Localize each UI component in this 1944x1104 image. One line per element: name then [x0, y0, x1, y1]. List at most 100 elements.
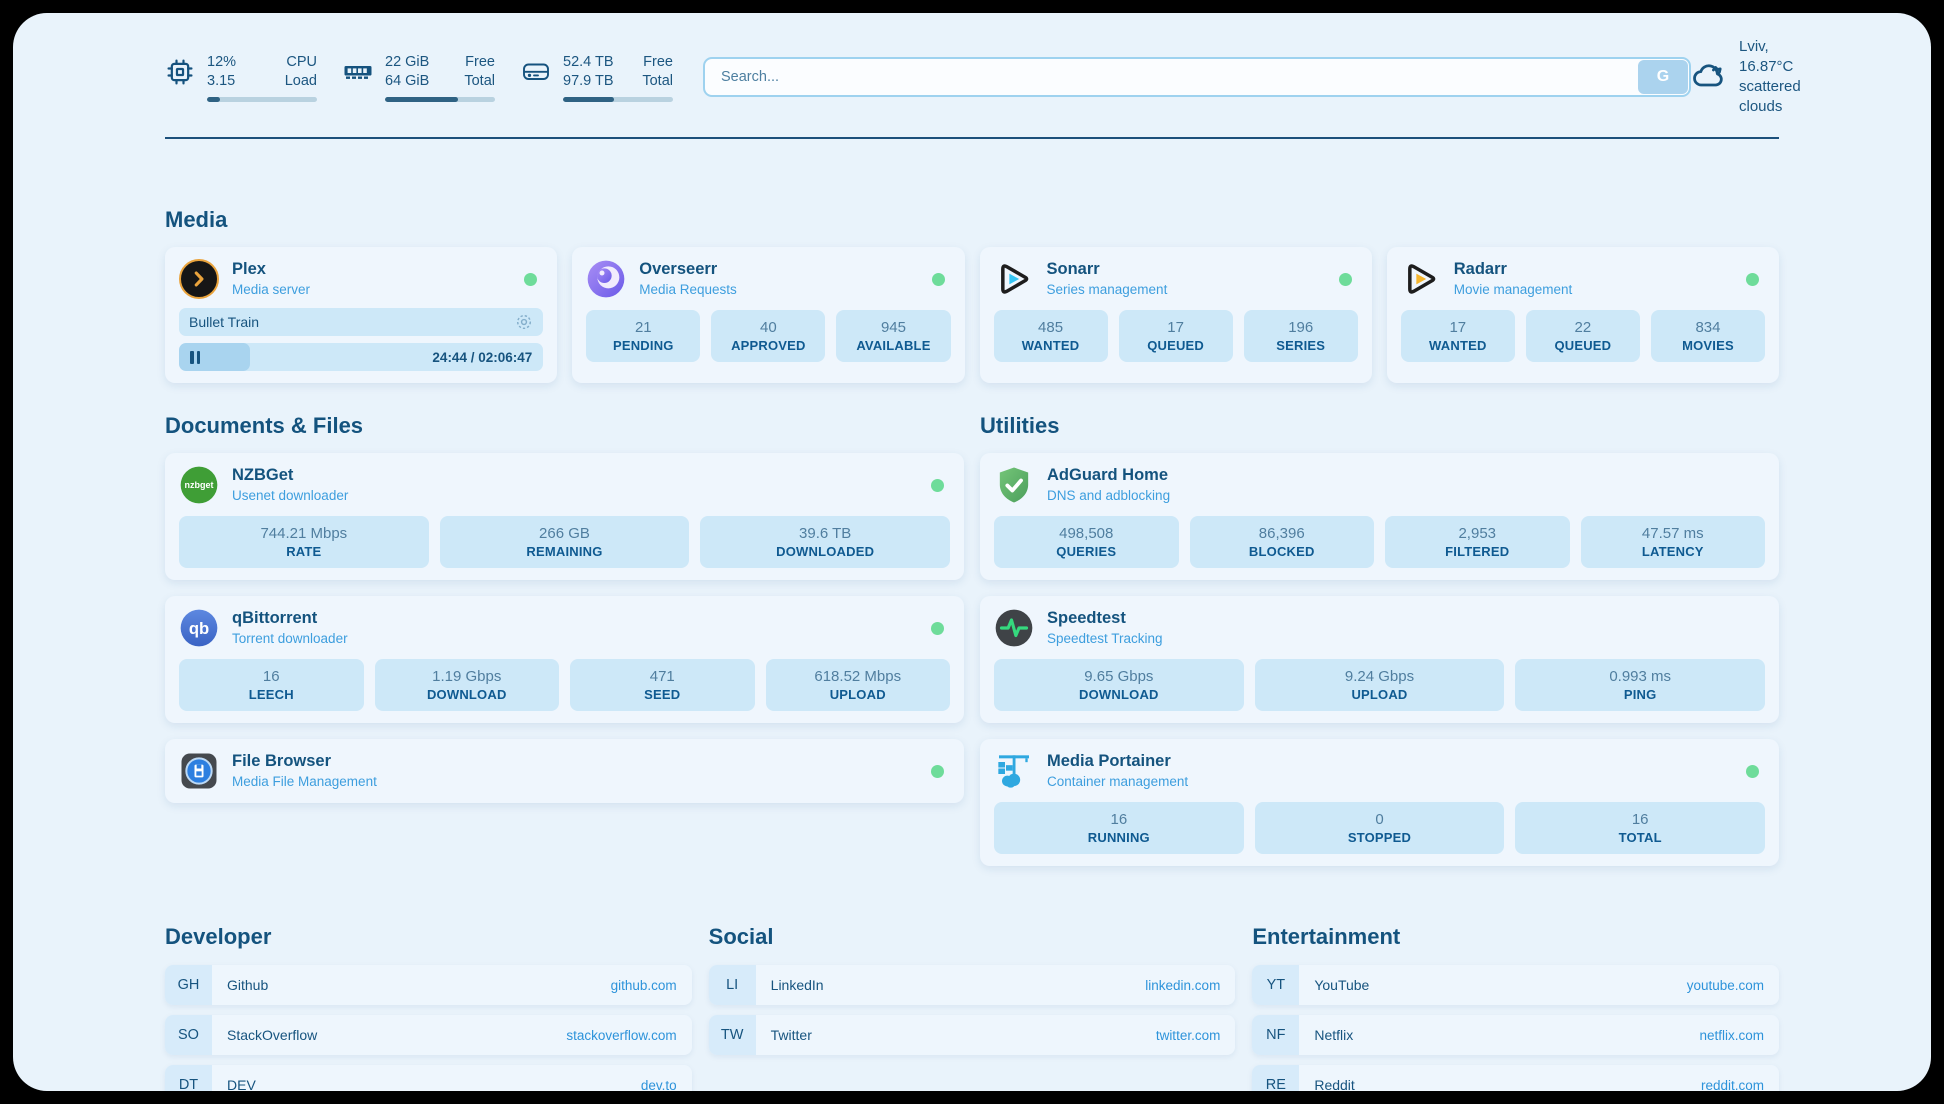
stat-tile: 21 PENDING [586, 310, 701, 362]
stat-tile: 1.19 Gbps DOWNLOAD [374, 659, 559, 711]
portainer-crane-icon [994, 751, 1034, 791]
now-playing-row: Bullet Train [179, 308, 544, 336]
app-subtitle: Series management [1046, 281, 1168, 297]
section-title-utilities: Utilities [980, 413, 1060, 438]
nzbget-card[interactable]: nzbget NZBGet Usenet downloader 74 [165, 453, 964, 580]
cpu-labels: CPU Load [284, 53, 317, 89]
sonarr-card[interactable]: Sonarr Series management 485 WANTED 17 Q… [979, 247, 1372, 383]
bookmark-linkedin[interactable]: LI LinkedIn linkedin.com [708, 965, 1236, 1005]
bookmark-netflix[interactable]: NF Netflix netflix.com [1252, 1015, 1779, 1055]
app-subtitle: Media File Management [232, 773, 377, 789]
radarr-card[interactable]: Radarr Movie management 17 WANTED 22 QUE… [1386, 247, 1779, 383]
bookmark-url: linkedin.com [1145, 977, 1221, 993]
bookmark-label: DEV [227, 1077, 256, 1091]
bookmark-group-developer: Developer GH Github github.com SO StackO… [165, 924, 692, 1091]
plex-card[interactable]: Plex Media server Bullet Train [165, 247, 558, 383]
system-stats: 12% 3.15 CPU Load [165, 53, 673, 102]
overseerr-card[interactable]: Overseerr Media Requests 21 PENDING 40 A… [572, 247, 965, 383]
stat-tile: 498,508 QUERIES [994, 516, 1179, 568]
stat-tile: 0.993 ms PING [1515, 659, 1765, 711]
status-dot [931, 764, 944, 778]
bookmark-reddit[interactable]: RE Reddit reddit.com [1252, 1065, 1779, 1091]
sonarr-icon [994, 259, 1034, 299]
bookmark-group-social: Social LI LinkedIn linkedin.com TW Twitt… [708, 924, 1236, 1055]
speedtest-icon [994, 608, 1034, 648]
stat-tile: 86,396 BLOCKED [1189, 516, 1374, 568]
stat-tile: 744.21 Mbps RATE [179, 516, 429, 568]
disk-stat: 52.4 TB 97.9 TB Free Total [521, 53, 673, 102]
status-dot [931, 478, 944, 492]
qbittorrent-icon: qb [179, 608, 219, 648]
search-bar: G [703, 57, 1691, 97]
playback-time: 24:44 / 02:06:47 [432, 349, 533, 365]
adguard-card[interactable]: AdGuard Home DNS and adblocking 498,508 … [980, 453, 1779, 580]
cpu-values: 12% 3.15 [207, 53, 237, 89]
bookmark-abbr: RE [1252, 1065, 1300, 1091]
weather-condition: scattered clouds [1739, 78, 1801, 115]
portainer-card[interactable]: Media Portainer Container management 16 … [980, 739, 1779, 866]
bookmark-abbr: TW [708, 1015, 756, 1055]
section-title-developer: Developer [165, 924, 272, 949]
pause-icon [190, 350, 200, 364]
bookmark-twitter[interactable]: TW Twitter twitter.com [708, 1015, 1236, 1055]
stat-tile: 2,953 FILTERED [1385, 516, 1570, 568]
stat-tile: 0 STOPPED [1254, 802, 1505, 854]
weather-widget: Lviv, 16.87°C scattered clouds [1691, 37, 1801, 117]
app-subtitle: Usenet downloader [232, 487, 349, 503]
stat-tile: 17 QUEUED [1118, 310, 1233, 362]
bookmark-url: reddit.com [1700, 1077, 1764, 1092]
stat-tile: 16 LEECH [179, 659, 364, 711]
search-engine-button[interactable]: G [1638, 60, 1688, 94]
bookmark-abbr: NF [1252, 1015, 1300, 1055]
bookmark-dev[interactable]: DT DEV dev.to [165, 1065, 692, 1091]
section-title-documents: Documents & Files [165, 413, 364, 438]
stat-tile: 471 SEED [570, 659, 755, 711]
app-title: Speedtest [1047, 609, 1126, 628]
status-dot [1338, 272, 1352, 286]
bookmark-stackoverflow[interactable]: SO StackOverflow stackoverflow.com [165, 1015, 692, 1055]
bookmark-label: Twitter [770, 1027, 812, 1043]
plex-icon [179, 259, 219, 299]
bookmark-label: StackOverflow [227, 1027, 318, 1043]
app-title: Sonarr [1046, 260, 1100, 279]
speedtest-card[interactable]: Speedtest Speedtest Tracking 9.65 Gbps D… [980, 596, 1779, 723]
cloud-icon [1691, 61, 1727, 94]
stat-tile: 39.6 TB DOWNLOADED [700, 516, 950, 568]
stat-tile: 17 WANTED [1400, 310, 1515, 362]
target-icon[interactable] [515, 313, 533, 331]
stat-tile: 9.24 Gbps UPLOAD [1254, 659, 1505, 711]
app-title: Plex [232, 260, 266, 279]
bookmark-label: YouTube [1314, 977, 1370, 993]
bookmark-label: LinkedIn [770, 977, 824, 993]
app-subtitle: Media server [232, 281, 311, 297]
bookmark-github[interactable]: GH Github github.com [165, 965, 692, 1005]
app-title: AdGuard Home [1047, 466, 1169, 485]
cpu-stat: 12% 3.15 CPU Load [165, 53, 317, 102]
app-title: Radarr [1453, 260, 1507, 279]
bookmark-youtube[interactable]: YT YouTube youtube.com [1252, 965, 1779, 1005]
disk-icon [521, 62, 551, 82]
bookmark-label: Netflix [1314, 1027, 1354, 1043]
qbittorrent-card[interactable]: qb qBittorrent Torrent downloader [165, 596, 964, 723]
search-input[interactable] [703, 57, 1691, 97]
ram-stat: 22 GiB 64 GiB Free Total [343, 53, 495, 102]
stat-tile: 266 GB REMAINING [439, 516, 690, 568]
bookmark-abbr: DT [165, 1065, 212, 1091]
filebrowser-card[interactable]: File Browser Media File Management [165, 739, 964, 803]
bookmark-url: youtube.com [1686, 977, 1764, 993]
playback-progress-bar: 24:44 / 02:06:47 [179, 343, 544, 371]
stat-tile: 9.65 Gbps DOWNLOAD [994, 659, 1244, 711]
section-title-social: Social [708, 924, 774, 949]
filebrowser-icon [179, 751, 219, 791]
bookmark-abbr: SO [165, 1015, 212, 1055]
nzbget-icon: nzbget [179, 465, 219, 505]
bookmark-url: twitter.com [1155, 1027, 1221, 1043]
stat-tile: 16 TOTAL [1515, 802, 1765, 854]
bookmark-abbr: LI [708, 965, 756, 1005]
radarr-icon [1401, 259, 1441, 299]
status-dot [524, 272, 538, 286]
stat-tile: 485 WANTED [993, 310, 1108, 362]
disk-progress-bar [563, 96, 673, 102]
bookmark-url: netflix.com [1699, 1027, 1764, 1043]
top-bar: 12% 3.15 CPU Load [165, 37, 1801, 117]
